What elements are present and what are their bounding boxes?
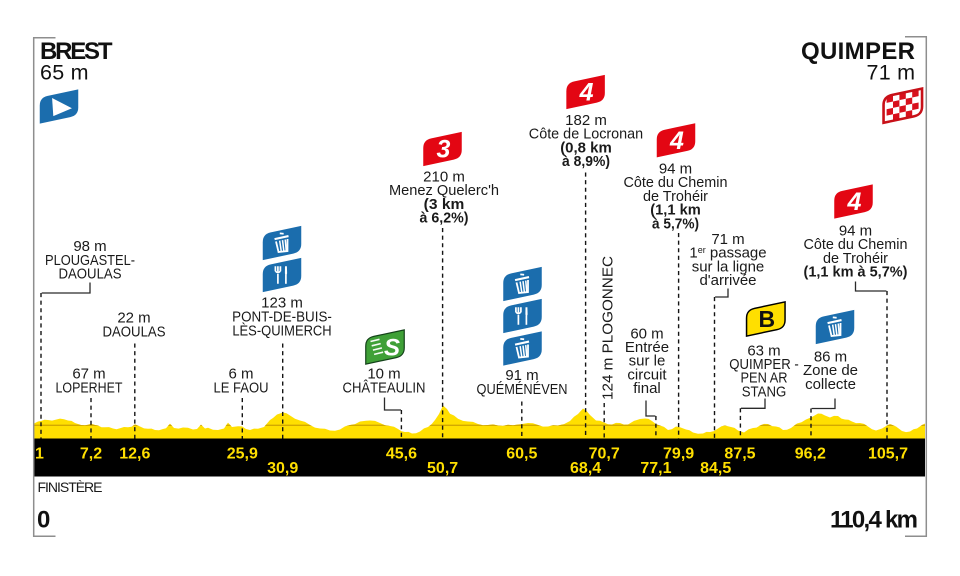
svg-text:79,9: 79,9 [663, 446, 694, 463]
svg-text:sur la ligne: sur la ligne [692, 258, 765, 275]
svg-text:sur le: sur le [629, 353, 666, 370]
svg-text:124 m PLOGONNEC: 124 m PLOGONNEC [600, 256, 617, 400]
svg-text:0: 0 [37, 507, 50, 534]
svg-text:S: S [384, 335, 400, 362]
svg-text:Côte du Chemin: Côte du Chemin [804, 236, 908, 253]
svg-text:PEN AR: PEN AR [741, 370, 788, 387]
svg-text:7,2: 7,2 [80, 446, 102, 463]
svg-text:STANG: STANG [742, 383, 787, 400]
svg-text:71 m: 71 m [711, 231, 744, 248]
svg-text:84,5: 84,5 [700, 460, 731, 477]
svg-text:à 5,7%): à 5,7%) [652, 215, 699, 232]
svg-text:(0,8 km: (0,8 km [560, 139, 612, 156]
svg-text:105,7: 105,7 [868, 446, 908, 463]
svg-text:67 m: 67 m [72, 366, 105, 383]
svg-text:PLOUGASTEL-: PLOUGASTEL- [45, 252, 135, 269]
svg-text:86 m: 86 m [814, 349, 847, 366]
svg-text:circuit: circuit [627, 366, 667, 383]
svg-text:1er passage: 1er passage [689, 245, 766, 262]
svg-text:30,9: 30,9 [267, 460, 298, 477]
svg-text:LÈS-QUIMERCH: LÈS-QUIMERCH [232, 323, 331, 340]
svg-text:QUÉMÉNÉVEN: QUÉMÉNÉVEN [477, 381, 568, 398]
svg-text:68,4: 68,4 [570, 460, 601, 477]
svg-text:CHÂTEAULIN: CHÂTEAULIN [343, 380, 426, 397]
svg-text:210 m: 210 m [423, 169, 465, 186]
svg-text:98 m: 98 m [73, 238, 106, 255]
svg-text:3: 3 [437, 136, 451, 164]
svg-text:87,5: 87,5 [724, 446, 755, 463]
svg-text:Zone de: Zone de [803, 362, 858, 379]
svg-text:Entrée: Entrée [625, 339, 669, 356]
svg-text:DAOULAS: DAOULAS [59, 266, 122, 283]
svg-text:6 m: 6 m [228, 366, 253, 383]
svg-text:4: 4 [847, 188, 862, 216]
svg-text:123 m: 123 m [261, 295, 303, 312]
svg-text:110,4 km: 110,4 km [830, 507, 918, 534]
svg-text:94 m: 94 m [659, 161, 692, 178]
svg-text:de Trohéir: de Trohéir [823, 250, 888, 267]
svg-text:Côte de Locronan: Côte de Locronan [529, 126, 643, 143]
svg-text:25,9: 25,9 [227, 446, 258, 463]
svg-text:60 m: 60 m [630, 325, 663, 342]
svg-text:QUIMPER -: QUIMPER - [729, 356, 799, 373]
svg-text:de Trohéir: de Trohéir [643, 188, 708, 205]
svg-text:10 m: 10 m [367, 366, 400, 383]
svg-text:B: B [758, 306, 775, 332]
svg-text:50,7: 50,7 [427, 460, 458, 477]
svg-text:DAOULAS: DAOULAS [103, 324, 166, 341]
svg-text:d'arrivée: d'arrivée [699, 272, 756, 289]
svg-text:à 8,9%): à 8,9%) [562, 153, 610, 170]
svg-text:(3 km: (3 km [424, 196, 465, 213]
svg-text:94 m: 94 m [839, 223, 872, 240]
svg-text:BREST: BREST [40, 38, 113, 65]
svg-text:LE FAOU: LE FAOU [214, 380, 269, 397]
svg-text:60,5: 60,5 [506, 446, 537, 463]
svg-text:182 m: 182 m [565, 112, 607, 129]
svg-text:12,6: 12,6 [119, 446, 150, 463]
svg-text:Côte du Chemin: Côte du Chemin [624, 174, 728, 191]
svg-text:45,6: 45,6 [386, 446, 417, 463]
svg-text:(1,1 km: (1,1 km [650, 202, 701, 219]
svg-text:96,2: 96,2 [795, 446, 826, 463]
svg-text:70,7: 70,7 [589, 446, 620, 463]
svg-text:63 m: 63 m [747, 342, 780, 359]
svg-text:22 m: 22 m [117, 310, 150, 327]
svg-text:PONT-DE-BUIS-: PONT-DE-BUIS- [232, 309, 332, 326]
svg-text:Menez Quelerc'h: Menez Quelerc'h [389, 182, 499, 199]
svg-text:collecte: collecte [805, 376, 856, 393]
svg-text:FINISTÈRE: FINISTÈRE [38, 479, 103, 495]
svg-text:77,1: 77,1 [640, 460, 671, 477]
svg-text:à 6,2%): à 6,2%) [420, 210, 469, 227]
svg-text:QUIMPER: QUIMPER [801, 38, 915, 65]
svg-text:1: 1 [35, 446, 44, 463]
svg-text:4: 4 [579, 79, 594, 107]
svg-text:LOPERHET: LOPERHET [56, 380, 123, 397]
svg-text:(1,1 km à 5,7%): (1,1 km à 5,7%) [804, 264, 908, 281]
svg-text:65 m: 65 m [40, 61, 89, 85]
svg-text:final: final [633, 380, 661, 397]
svg-text:91 m: 91 m [505, 367, 538, 384]
svg-text:71 m: 71 m [867, 61, 916, 85]
svg-text:4: 4 [669, 127, 684, 155]
